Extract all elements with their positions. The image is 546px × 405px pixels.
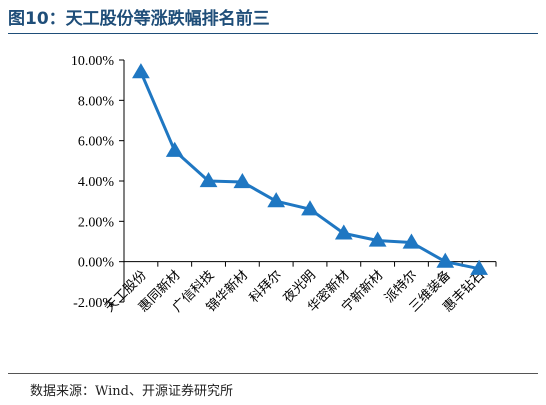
figure-title: 图10：天工股份等涨跌幅排名前三 bbox=[8, 9, 270, 29]
x-tick-labels: 天工股份惠同新材广信科技锦华新材科拜尔夜光明华密新材宁新新材派特尔三维装备惠丰钻… bbox=[102, 267, 488, 315]
y-tick-label: 4.00% bbox=[78, 175, 115, 190]
series-group bbox=[132, 63, 488, 275]
series-line bbox=[139, 71, 480, 271]
data-point-marker bbox=[132, 63, 150, 79]
data-point-marker bbox=[233, 173, 252, 189]
y-axis bbox=[119, 59, 125, 303]
data-point-marker bbox=[334, 224, 353, 240]
data-point-marker bbox=[199, 172, 218, 188]
y-tick-label: 2.00% bbox=[78, 215, 115, 230]
x-tick-label: 科拜尔 bbox=[247, 268, 285, 306]
data-point-marker bbox=[470, 259, 488, 275]
data-point-marker bbox=[267, 192, 286, 208]
source-divider bbox=[8, 373, 538, 374]
y-tick-label: 6.00% bbox=[78, 135, 115, 150]
data-point-marker bbox=[301, 200, 319, 216]
data-point-marker bbox=[402, 233, 421, 249]
y-tick-label: 0.00% bbox=[78, 256, 115, 271]
y-tick-label: -2.00% bbox=[73, 296, 114, 311]
y-tick-labels: -2.00% 0.00% 2.00% 4.00% 6.00% 8.00% 10.00% bbox=[71, 54, 115, 311]
source-note: 数据来源：Wind、开源证券研究所 bbox=[30, 384, 233, 399]
y-tick-label: 8.00% bbox=[78, 94, 115, 109]
data-point-marker bbox=[165, 141, 184, 157]
x-axis bbox=[123, 261, 497, 267]
title-divider bbox=[8, 33, 538, 34]
y-tick-label: 10.00% bbox=[71, 54, 115, 69]
data-point-marker bbox=[368, 231, 387, 247]
data-point-marker bbox=[436, 252, 455, 268]
line-chart: -2.00% 0.00% 2.00% 4.00% 6.00% 8.00% 10.00% 天工… bbox=[71, 54, 497, 315]
